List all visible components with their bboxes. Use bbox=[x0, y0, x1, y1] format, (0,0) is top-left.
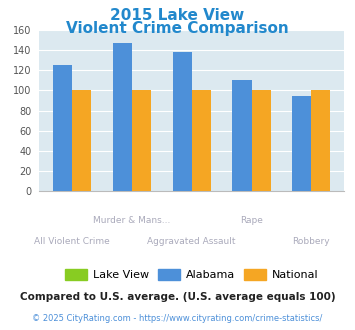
Text: All Violent Crime: All Violent Crime bbox=[34, 237, 110, 246]
Bar bbox=[132, 90, 151, 191]
Text: © 2025 CityRating.com - https://www.cityrating.com/crime-statistics/: © 2025 CityRating.com - https://www.city… bbox=[32, 314, 323, 323]
Text: Murder & Mans...: Murder & Mans... bbox=[93, 216, 170, 225]
Bar bbox=[72, 90, 91, 191]
Text: Aggravated Assault: Aggravated Assault bbox=[147, 237, 236, 246]
Bar bbox=[233, 80, 251, 191]
Bar bbox=[311, 90, 331, 191]
Text: 2015 Lake View: 2015 Lake View bbox=[110, 8, 245, 23]
Text: Rape: Rape bbox=[240, 216, 263, 225]
Bar bbox=[113, 43, 132, 191]
Bar bbox=[53, 65, 72, 191]
Text: Compared to U.S. average. (U.S. average equals 100): Compared to U.S. average. (U.S. average … bbox=[20, 292, 335, 302]
Bar bbox=[292, 96, 311, 191]
Bar bbox=[251, 90, 271, 191]
Text: Robbery: Robbery bbox=[293, 237, 330, 246]
Bar bbox=[173, 52, 192, 191]
Text: Violent Crime Comparison: Violent Crime Comparison bbox=[66, 21, 289, 36]
Bar bbox=[192, 90, 211, 191]
Legend: Lake View, Alabama, National: Lake View, Alabama, National bbox=[61, 265, 323, 285]
